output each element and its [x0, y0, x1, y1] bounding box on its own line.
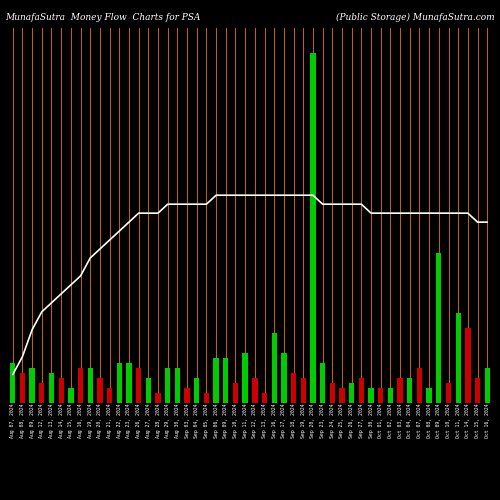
Bar	[484, 368, 490, 402]
Bar	[49, 372, 54, 402]
Bar	[10, 362, 16, 403]
Bar	[39, 382, 44, 402]
Bar	[300, 378, 306, 402]
Bar	[126, 362, 132, 403]
Bar	[242, 352, 248, 403]
Bar	[417, 368, 422, 402]
Bar	[291, 372, 296, 402]
Bar	[156, 392, 160, 402]
Bar	[398, 378, 403, 402]
Bar	[330, 382, 335, 402]
Bar	[107, 388, 112, 402]
Bar	[272, 332, 277, 402]
Bar	[116, 362, 122, 403]
Bar	[456, 312, 461, 402]
Bar	[194, 378, 200, 402]
Bar	[184, 388, 190, 402]
Bar	[465, 328, 470, 402]
Bar	[426, 388, 432, 402]
Bar	[358, 378, 364, 402]
Bar	[340, 388, 344, 402]
Bar	[446, 382, 451, 402]
Bar	[388, 388, 393, 402]
Bar	[349, 382, 354, 402]
Bar	[174, 368, 180, 402]
Bar	[20, 372, 25, 402]
Bar	[368, 388, 374, 402]
Bar	[58, 378, 64, 402]
Bar	[97, 378, 102, 402]
Bar	[78, 368, 83, 402]
Text: MunafaSutra  Money Flow  Charts for PSA: MunafaSutra Money Flow Charts for PSA	[5, 12, 200, 22]
Bar	[378, 388, 384, 402]
Text: (Public Storage) MunafaSutra.com: (Public Storage) MunafaSutra.com	[336, 12, 495, 22]
Bar	[136, 368, 141, 402]
Bar	[320, 362, 326, 403]
Bar	[310, 52, 316, 403]
Bar	[204, 392, 209, 402]
Bar	[68, 388, 73, 402]
Bar	[475, 378, 480, 402]
Bar	[281, 352, 286, 403]
Bar	[30, 368, 35, 402]
Bar	[146, 378, 151, 402]
Bar	[436, 252, 442, 402]
Bar	[262, 392, 267, 402]
Bar	[223, 358, 228, 403]
Bar	[214, 358, 219, 403]
Bar	[252, 378, 258, 402]
Bar	[233, 382, 238, 402]
Bar	[88, 368, 93, 402]
Bar	[407, 378, 412, 402]
Bar	[165, 368, 170, 402]
